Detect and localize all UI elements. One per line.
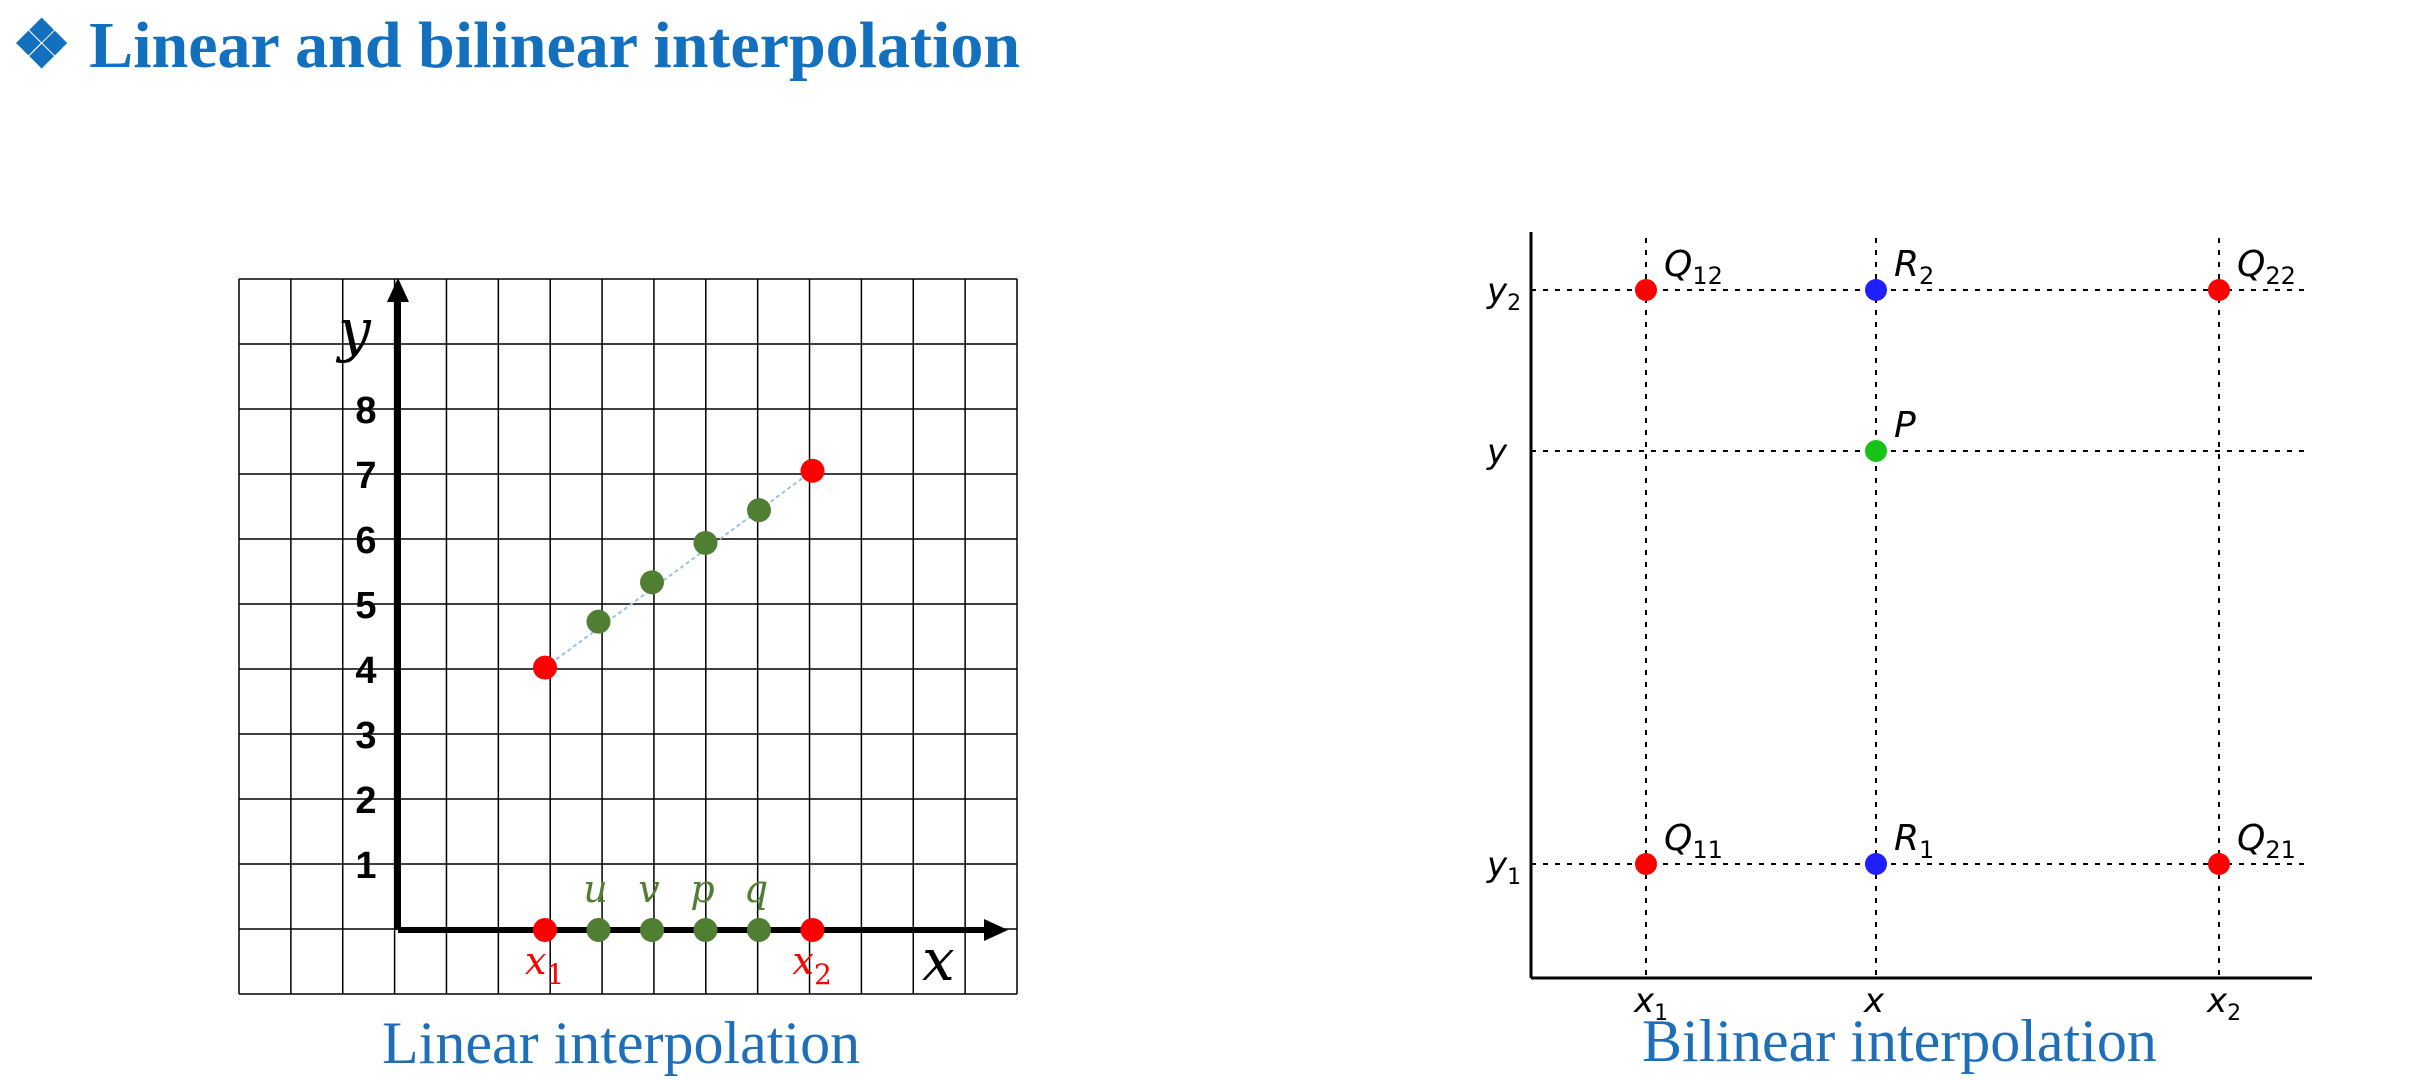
- y-tick-label: 1: [355, 845, 376, 887]
- bilinear-point-dot: [1865, 279, 1887, 301]
- interp-axis-dot: [640, 918, 664, 942]
- y-tick-label: 8: [355, 390, 376, 432]
- bilinear-caption: Bilinear interpolation: [1642, 1008, 2157, 1074]
- y-tick-label: 6: [355, 520, 376, 562]
- interp-dot: [640, 570, 664, 595]
- y-tick-label: 4: [355, 650, 376, 692]
- interp-axis-dot: [693, 918, 718, 942]
- page-title: ❖ Linear and bilinear interpolation: [12, 4, 1020, 88]
- y-tick-label: 7: [355, 455, 376, 497]
- bilinear-y-tick: y: [1486, 432, 1508, 472]
- interp-axis-label: q: [744, 867, 768, 911]
- bilinear-point-label: Q22: [2237, 244, 2296, 290]
- endpoint-dot: [800, 458, 825, 483]
- linear-y-axis-arrow: [387, 278, 409, 302]
- bilinear-point-label: R2: [1894, 244, 1934, 290]
- endpoint-axis-dot: [533, 918, 557, 942]
- bilinear-point-label: P: [1894, 405, 1916, 446]
- bilinear-point-label: R1: [1894, 818, 1934, 864]
- interp-axis-label: u: [583, 867, 607, 911]
- bilinear-x-tick: x1: [1633, 981, 1668, 1026]
- linear-points: x1 x2 u v p q: [525, 458, 832, 991]
- y-tick-label: 5: [355, 585, 376, 627]
- interp-axis-dot: [586, 918, 611, 942]
- endpoint-dot: [533, 655, 557, 680]
- linear-x-axis-arrow: [984, 919, 1008, 941]
- bilinear-point-dot: [1635, 279, 1657, 301]
- bilinear-point-dot: [2208, 853, 2230, 875]
- interp-dot: [586, 609, 611, 634]
- interp-dot: [747, 498, 771, 523]
- linear-x-axis-label: x: [922, 926, 955, 994]
- bilinear-x-tick: x2: [2206, 981, 2241, 1026]
- diamond-bullet-icon: ❖: [12, 9, 72, 82]
- interp-dot: [693, 530, 718, 555]
- page-title-text: Linear and bilinear interpolation: [89, 9, 1021, 82]
- endpoint-axis-label: x2: [793, 939, 832, 991]
- bilinear-point-label: Q11: [1664, 818, 1723, 864]
- bilinear-x-tick: x: [1863, 981, 1885, 1021]
- bilinear-point-dot: [1635, 853, 1657, 875]
- interp-axis-label: p: [690, 867, 714, 911]
- linear-grid: [238, 278, 1018, 995]
- endpoint-axis-dot: [800, 918, 825, 942]
- interp-axis-label: v: [638, 867, 660, 911]
- endpoint-axis-label: x1: [525, 939, 564, 991]
- bilinear-ticks: x1 x x2 y2 y y1: [1486, 271, 2241, 1026]
- linear-y-axis-label: y: [335, 296, 372, 364]
- linear-diagram: y x 1 2 3 4 5 6 7 8 x1 x2 u v p q: [238, 278, 1018, 995]
- interp-axis-dot: [747, 918, 771, 942]
- linear-connecting-line: [544, 469, 814, 669]
- bilinear-point-dot: [2208, 279, 2230, 301]
- bilinear-point-dot: [1865, 853, 1887, 875]
- linear-y-ticks: 1 2 3 4 5 6 7 8: [355, 390, 376, 887]
- linear-caption: Linear interpolation: [382, 1010, 861, 1076]
- bilinear-points: Q12 R2 Q22 P Q11 R1 Q21: [1635, 244, 2296, 875]
- bilinear-point-dot: [1865, 440, 1887, 462]
- bilinear-point-label: Q12: [1664, 244, 1723, 290]
- y-tick-label: 3: [355, 715, 376, 757]
- bilinear-diagram: x1 x x2 y2 y y1 Q12 R2 Q22 P Q11 R1 Q21: [1486, 232, 2312, 1026]
- bilinear-y-tick: y2: [1486, 271, 1521, 316]
- y-tick-label: 2: [355, 780, 376, 822]
- bilinear-point-label: Q21: [2237, 818, 2296, 864]
- bilinear-y-tick: y1: [1486, 845, 1521, 890]
